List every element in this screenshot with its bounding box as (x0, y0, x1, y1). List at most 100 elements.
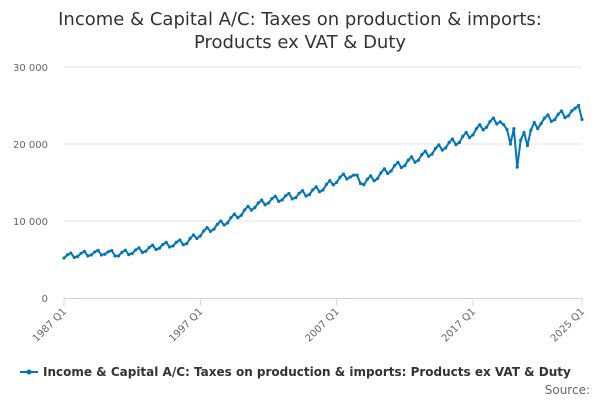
data-point[interactable] (86, 254, 90, 258)
data-point[interactable] (99, 253, 104, 257)
data-point[interactable] (372, 179, 376, 183)
data-point[interactable] (338, 175, 342, 179)
data-point[interactable] (205, 226, 209, 230)
data-point[interactable] (130, 251, 134, 256)
data-point[interactable] (236, 216, 240, 220)
data-point[interactable] (120, 250, 124, 254)
data-point[interactable] (263, 203, 267, 207)
data-point[interactable] (481, 128, 485, 132)
data-point[interactable] (556, 112, 560, 116)
data-point[interactable] (358, 181, 363, 186)
data-point[interactable] (280, 198, 284, 202)
data-point[interactable] (563, 115, 567, 120)
data-point[interactable] (512, 127, 516, 131)
data-point[interactable] (147, 245, 151, 250)
data-point[interactable] (283, 194, 288, 198)
data-point[interactable] (427, 154, 431, 158)
data-point[interactable] (375, 177, 380, 181)
data-point[interactable] (317, 190, 322, 194)
data-point[interactable] (532, 120, 536, 125)
data-point[interactable] (225, 221, 230, 225)
data-point[interactable] (178, 238, 182, 242)
data-point[interactable] (113, 254, 117, 258)
data-point[interactable] (348, 175, 352, 179)
data-point[interactable] (314, 185, 318, 189)
data-point[interactable] (219, 219, 223, 223)
data-point[interactable] (144, 249, 148, 253)
data-point[interactable] (410, 155, 414, 159)
data-point[interactable] (253, 206, 257, 210)
data-point[interactable] (232, 212, 236, 216)
data-point[interactable] (127, 253, 131, 257)
data-point[interactable] (553, 118, 557, 122)
data-point[interactable] (161, 242, 165, 247)
data-point[interactable] (89, 253, 93, 257)
data-point[interactable] (502, 123, 506, 127)
data-point[interactable] (202, 229, 206, 233)
data-point[interactable] (454, 143, 458, 147)
data-point[interactable] (290, 197, 294, 201)
data-point[interactable] (123, 248, 127, 252)
data-point[interactable] (311, 188, 315, 192)
data-point[interactable] (198, 234, 202, 238)
data-point[interactable] (570, 109, 574, 113)
data-point[interactable] (331, 183, 335, 187)
data-point[interactable] (389, 169, 393, 173)
data-point[interactable] (137, 246, 141, 250)
data-point[interactable] (79, 251, 83, 255)
data-point[interactable] (260, 198, 264, 202)
data-point[interactable] (157, 246, 162, 250)
data-point[interactable] (508, 142, 513, 146)
data-point[interactable] (522, 130, 526, 135)
data-point[interactable] (406, 158, 410, 162)
data-point[interactable] (447, 140, 451, 145)
data-point[interactable] (413, 160, 417, 164)
data-point[interactable] (362, 183, 366, 187)
legend-item[interactable]: Income & Capital A/C: Taxes on productio… (20, 365, 571, 379)
data-point[interactable] (110, 249, 114, 253)
data-point[interactable] (515, 165, 519, 169)
data-point[interactable] (76, 254, 80, 259)
data-point[interactable] (382, 167, 386, 171)
data-point[interactable] (369, 174, 373, 178)
data-point[interactable] (536, 127, 540, 131)
data-point[interactable] (195, 236, 199, 241)
data-point[interactable] (185, 242, 189, 246)
data-point[interactable] (379, 171, 383, 175)
data-point[interactable] (191, 233, 196, 237)
data-point[interactable] (430, 152, 434, 156)
data-point[interactable] (304, 194, 308, 198)
data-point[interactable] (461, 134, 465, 139)
data-point[interactable] (495, 122, 499, 126)
data-point[interactable] (471, 133, 475, 137)
data-point[interactable] (82, 249, 87, 254)
data-point[interactable] (243, 208, 247, 212)
data-point[interactable] (65, 253, 70, 257)
data-point[interactable] (559, 109, 564, 113)
data-point[interactable] (246, 204, 250, 208)
data-point[interactable] (273, 194, 277, 198)
data-point[interactable] (106, 250, 110, 254)
data-point[interactable] (341, 172, 346, 176)
data-point[interactable] (525, 143, 530, 148)
data-point[interactable] (188, 236, 192, 241)
data-point[interactable] (116, 254, 121, 258)
data-point[interactable] (392, 164, 397, 168)
data-point[interactable] (324, 182, 329, 187)
data-point[interactable] (484, 125, 489, 129)
data-point[interactable] (444, 146, 448, 150)
data-point[interactable] (103, 252, 107, 256)
data-point[interactable] (386, 171, 390, 176)
data-point[interactable] (416, 158, 421, 162)
data-point[interactable] (549, 119, 553, 123)
data-point[interactable] (566, 114, 570, 118)
data-point[interactable] (140, 250, 144, 254)
data-point[interactable] (498, 120, 502, 124)
data-point[interactable] (321, 188, 325, 192)
data-point[interactable] (505, 128, 509, 132)
data-point[interactable] (72, 255, 76, 259)
data-point[interactable] (270, 197, 274, 201)
data-point[interactable] (164, 240, 168, 244)
data-point[interactable] (464, 130, 468, 135)
data-point[interactable] (294, 196, 298, 200)
